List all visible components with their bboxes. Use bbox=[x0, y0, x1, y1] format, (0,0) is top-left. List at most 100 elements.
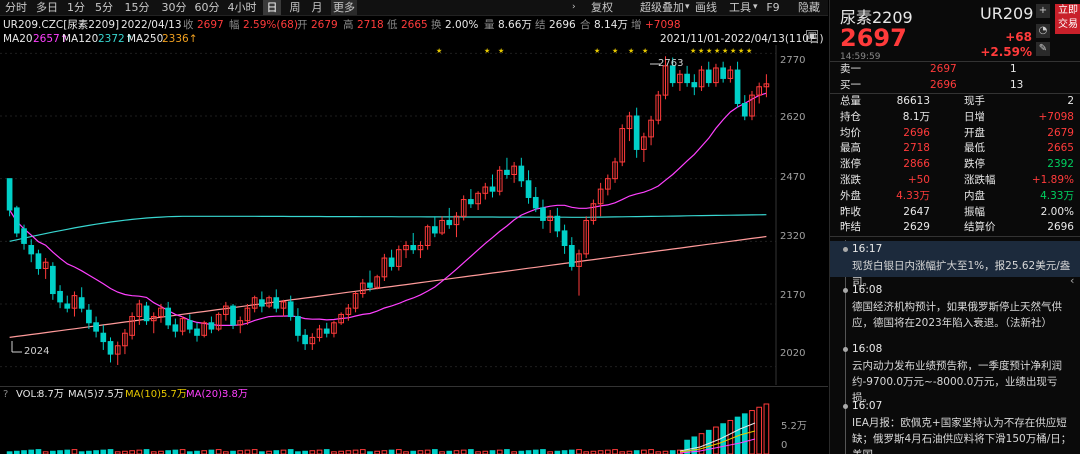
candle-body bbox=[705, 69, 712, 84]
volume-bar bbox=[705, 429, 712, 454]
period-tab[interactable]: 分时 bbox=[5, 1, 27, 14]
candle-body bbox=[122, 332, 128, 347]
candle-body bbox=[727, 69, 734, 79]
volume-bar bbox=[266, 450, 272, 454]
period-tab[interactable]: 月 bbox=[311, 1, 323, 14]
candle-body bbox=[633, 115, 640, 150]
orderbook-bid-row[interactable]: 买一 2696 13 bbox=[840, 79, 1024, 91]
candlestick-chart[interactable]: ★ ★ ★ ★ ★ ★ ★ ★ ★ ★ ★ ★ ★ ★ ★ bbox=[0, 45, 828, 385]
news-time: 16:07 bbox=[852, 400, 883, 412]
volume-bar bbox=[410, 450, 417, 454]
period-tab[interactable]: 5分 bbox=[95, 1, 113, 14]
trade-now-button[interactable]: 立即交易 bbox=[1055, 4, 1080, 34]
news-item[interactable]: 16:07 IEA月报：欧佩克+国家坚持认为不存在供应短缺；俄罗斯4月石油供应料… bbox=[830, 398, 1080, 454]
adjust-button[interactable]: 复权 bbox=[591, 1, 613, 14]
tools-button[interactable]: 工具 bbox=[729, 1, 751, 14]
stat-value: 2696 bbox=[1047, 221, 1074, 234]
event-star-icon: ★ bbox=[706, 47, 712, 55]
stat-label: 持仓 bbox=[840, 110, 861, 123]
candle-body bbox=[439, 219, 445, 234]
candle-body bbox=[641, 136, 647, 150]
volume-bar bbox=[460, 449, 467, 454]
help-icon[interactable]: ? bbox=[3, 389, 9, 400]
period-tab[interactable]: 30分 bbox=[161, 1, 187, 14]
news-text: IEA月报：欧佩克+国家坚持认为不存在供应短缺；俄罗斯4月石油供应料将下滑150… bbox=[852, 417, 1072, 454]
oi-increase-value: +7098 bbox=[645, 19, 681, 31]
volume-chart[interactable] bbox=[0, 403, 776, 454]
orderbook-ask-row[interactable]: 卖一 2697 1 bbox=[840, 63, 1017, 75]
chevron-down-icon: ▾ bbox=[753, 2, 758, 12]
candle-body bbox=[345, 307, 352, 315]
candle-body bbox=[57, 290, 63, 303]
stat-label: 日增 bbox=[964, 110, 985, 123]
news-item[interactable]: 16:17 现货白银日内涨幅扩大至1%，报25.62美元/盎司。 bbox=[830, 241, 1080, 288]
volume-bar bbox=[597, 450, 604, 454]
stat-row: 昨结 2629 结算价 2696 bbox=[830, 220, 1080, 235]
stat-value: 2.00% bbox=[1040, 205, 1074, 218]
chevron-right-icon: › bbox=[572, 2, 576, 12]
candle-body bbox=[266, 297, 272, 307]
volume-bar bbox=[713, 426, 719, 454]
candle-body bbox=[417, 245, 424, 251]
volume-bar bbox=[381, 450, 388, 454]
ma20-line bbox=[9, 92, 767, 327]
candle-body bbox=[136, 303, 143, 318]
stat-value: 2392 bbox=[1047, 158, 1074, 171]
period-tab[interactable]: 多日 bbox=[36, 1, 58, 14]
volume-bar bbox=[230, 450, 236, 454]
vol-ma5: 7.5万 bbox=[98, 389, 124, 400]
f9-button[interactable]: F9 bbox=[766, 1, 780, 14]
candle-body bbox=[323, 328, 330, 334]
candle-body bbox=[309, 336, 316, 345]
candle-body bbox=[568, 245, 575, 267]
period-tab[interactable]: 15分 bbox=[124, 1, 150, 14]
vol-tick-label: 0 bbox=[781, 440, 788, 451]
candle-body bbox=[475, 192, 481, 205]
stat-label: 最高 bbox=[840, 142, 861, 155]
collapse-icon[interactable]: ‹ bbox=[1070, 274, 1075, 287]
candle-body bbox=[280, 301, 287, 309]
candle-body bbox=[741, 102, 748, 117]
stat-value: 4.33万 bbox=[896, 189, 930, 202]
candle-body bbox=[273, 297, 280, 309]
volume-bar bbox=[468, 449, 474, 454]
volume-bar bbox=[57, 450, 63, 454]
volume-bar bbox=[136, 449, 143, 454]
news-item[interactable]: 16:08 德国经济机构预计，如果俄罗斯停止天然气供应，德国将在2023年陷入衰… bbox=[830, 282, 1080, 338]
pencil-icon[interactable]: ✎ bbox=[1036, 42, 1050, 56]
candle-body bbox=[734, 69, 741, 104]
last-price: 2697 bbox=[840, 24, 907, 52]
period-tab[interactable]: 60分 bbox=[194, 1, 220, 14]
volume-bar bbox=[504, 449, 510, 454]
stat-value: 2679 bbox=[1047, 126, 1074, 139]
candle-body bbox=[511, 165, 517, 175]
more-button[interactable]: 更多 bbox=[331, 0, 357, 15]
candle-body bbox=[590, 203, 597, 221]
candle-body bbox=[13, 207, 20, 234]
candle-body bbox=[460, 199, 467, 217]
turnover-value: 2.00% bbox=[445, 19, 479, 31]
candle-body bbox=[749, 94, 755, 117]
volume-bar bbox=[179, 449, 186, 454]
candle-body bbox=[302, 334, 308, 345]
event-star-icon: ★ bbox=[612, 47, 618, 55]
candle-body bbox=[432, 226, 438, 234]
hide-button[interactable]: 隐藏 bbox=[798, 1, 820, 14]
bell-icon[interactable]: ◔ bbox=[1036, 24, 1050, 38]
event-star-icon: ★ bbox=[746, 47, 752, 55]
stat-label: 涨停 bbox=[840, 158, 861, 171]
period-tab[interactable]: 1分 bbox=[67, 1, 85, 14]
plus-icon[interactable]: + bbox=[1036, 4, 1050, 18]
period-tab[interactable]: 周 bbox=[289, 1, 301, 14]
period-tab[interactable]: 4小时 bbox=[227, 1, 257, 14]
event-star-icon: ★ bbox=[690, 47, 696, 55]
candle-body bbox=[295, 316, 301, 336]
chart-settings-icon[interactable]: ▣ bbox=[806, 30, 818, 42]
news-item[interactable]: 16:08 云内动力发布业绩预告称，一季度预计净利润约-9700.0万元~-80… bbox=[830, 341, 1080, 404]
open-interest-value: 8.14万 bbox=[594, 19, 628, 31]
period-tab-active[interactable]: 日 bbox=[263, 0, 281, 15]
candle-body bbox=[403, 245, 409, 251]
overlay-button[interactable]: 超级叠加 bbox=[640, 1, 684, 14]
draw-line-button[interactable]: 画线 bbox=[695, 1, 717, 14]
candle-body bbox=[6, 178, 13, 211]
